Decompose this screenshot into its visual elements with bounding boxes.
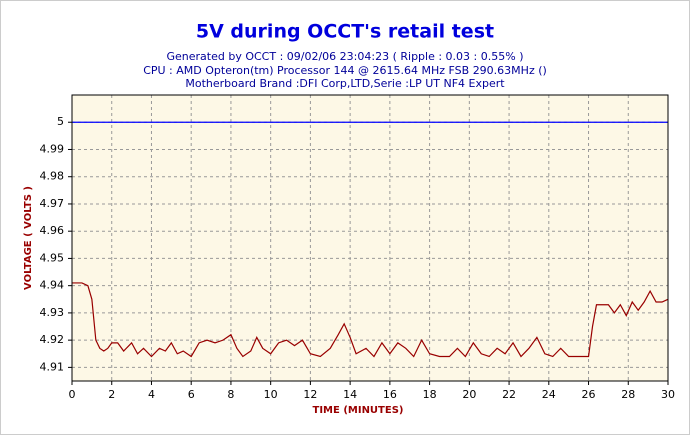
- x-tick-label: 12: [303, 388, 317, 401]
- x-tick-label: 10: [264, 388, 278, 401]
- x-tick-label: 16: [383, 388, 397, 401]
- y-tick-label: 5: [57, 115, 64, 128]
- y-tick-label: 4.98: [40, 170, 65, 183]
- x-tick-label: 6: [188, 388, 195, 401]
- x-tick-label: 8: [227, 388, 234, 401]
- subtitle: Motherboard Brand :DFI Corp,LTD,Serie :L…: [185, 77, 505, 90]
- x-tick-label: 18: [423, 388, 437, 401]
- x-axis-label: TIME (MINUTES): [313, 405, 404, 416]
- data-line: [72, 282, 669, 358]
- x-tick-label: 28: [621, 388, 635, 401]
- chart-title: 5V during OCCT's retail test: [196, 21, 494, 43]
- subtitle: CPU : AMD Opteron(tm) Processor 144 @ 26…: [143, 64, 547, 77]
- x-tick-label: 0: [69, 388, 76, 401]
- y-tick-label: 4.97: [40, 197, 65, 210]
- x-tick-label: 14: [343, 388, 357, 401]
- y-tick-label: 4.95: [40, 251, 65, 264]
- x-tick-label: 4: [148, 388, 155, 401]
- y-tick-label: 4.94: [40, 279, 65, 292]
- y-tick-label: 4.96: [40, 224, 65, 237]
- plot-area: [72, 95, 668, 381]
- y-axis-label: VOLTAGE ( VOLTS ): [23, 186, 34, 290]
- y-tick-label: 4.92: [40, 333, 65, 346]
- x-tick-label: 24: [542, 388, 556, 401]
- y-tick-label: 4.91: [40, 360, 65, 373]
- x-tick-label: 26: [582, 388, 596, 401]
- x-tick-label: 30: [661, 388, 675, 401]
- x-tick-label: 22: [502, 388, 516, 401]
- y-tick-label: 4.99: [40, 142, 65, 155]
- subtitle: Generated by OCCT : 09/02/06 23:04:23 ( …: [167, 50, 524, 63]
- y-tick-label: 4.93: [40, 306, 65, 319]
- x-tick-label: 2: [108, 388, 115, 401]
- plot-border: [71, 94, 669, 382]
- x-tick-label: 20: [462, 388, 476, 401]
